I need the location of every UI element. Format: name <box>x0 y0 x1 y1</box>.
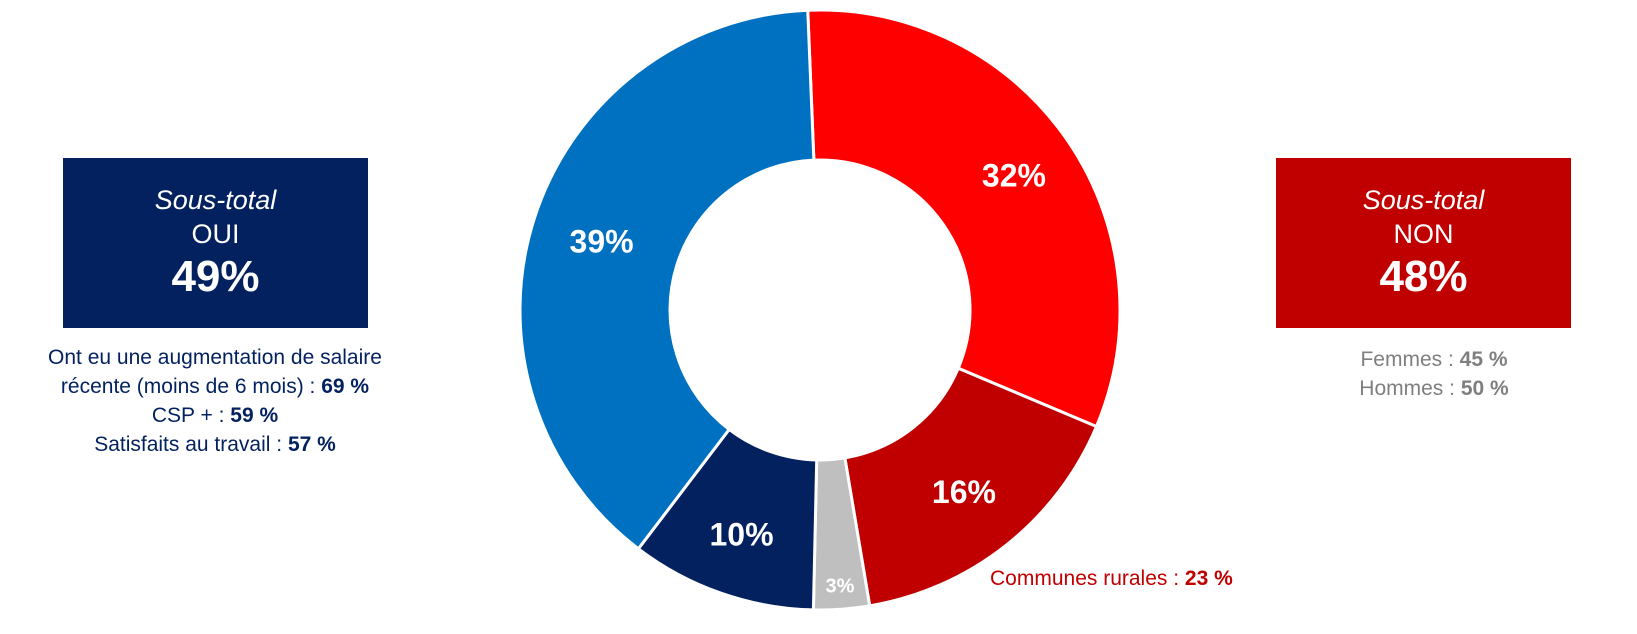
rural-note: Communes rurales : 23 % <box>990 564 1233 594</box>
non-subtotal-box: Sous-total NON 48% <box>1276 158 1571 328</box>
donut-slice-label: 32% <box>982 158 1046 194</box>
oui-note-value: 59 % <box>230 404 279 427</box>
non-subtotal-subtitle: Sous-total <box>1362 185 1485 215</box>
oui-subtotal-value: 49% <box>171 252 260 301</box>
non-note-value: 50 % <box>1460 377 1509 400</box>
non-subtotal-label: NON <box>1393 219 1454 249</box>
donut-slice-label: 10% <box>709 517 773 553</box>
donut-slices <box>518 8 1122 612</box>
non-subtotal-value: 48% <box>1379 252 1468 301</box>
donut-slice <box>843 366 1099 608</box>
donut-slice <box>806 8 1122 429</box>
non-note-line: Femmes : 45 % <box>1318 345 1550 374</box>
donut-slice <box>518 8 816 551</box>
oui-note-text: Satisfaits au travail : <box>94 433 288 456</box>
oui-note-text: CSP + : <box>151 404 231 427</box>
oui-note-value: 69 % <box>321 375 370 398</box>
rural-note-text: Communes rurales : <box>990 567 1185 590</box>
oui-note-line: CSP + : 59 % <box>0 401 430 430</box>
oui-note-text: Ont eu une augmentation de salaire <box>48 346 382 369</box>
non-note-line: Hommes : 50 % <box>1318 374 1550 403</box>
oui-note-line: récente (moins de 6 mois) : 69 % <box>0 372 430 401</box>
oui-notes: Ont eu une augmentation de salaire récen… <box>0 343 430 459</box>
non-note-value: 45 % <box>1459 348 1508 371</box>
oui-subtotal-subtitle: Sous-total <box>154 185 277 215</box>
oui-note-line: Ont eu une augmentation de salaire <box>0 343 430 372</box>
oui-note-text: récente (moins de 6 mois) : <box>60 375 322 398</box>
oui-note-value: 57 % <box>287 433 336 456</box>
oui-subtotal-label: OUI <box>191 219 240 249</box>
rural-note-value: 23 % <box>1184 567 1233 590</box>
donut-slice-label: 39% <box>570 223 634 259</box>
donut-labels: 32% 16% 3% 10% 39% <box>570 158 1046 598</box>
non-note-text: Hommes : <box>1359 377 1461 400</box>
donut-slice-label: 16% <box>932 474 996 510</box>
non-note-text: Femmes : <box>1360 348 1460 371</box>
donut-slice-label: 3% <box>826 575 855 597</box>
oui-subtotal-box: Sous-total OUI 49% <box>63 158 368 328</box>
non-notes: Femmes : 45 % Hommes : 50 % <box>1318 345 1550 403</box>
oui-note-line: Satisfaits au travail : 57 % <box>0 430 430 459</box>
